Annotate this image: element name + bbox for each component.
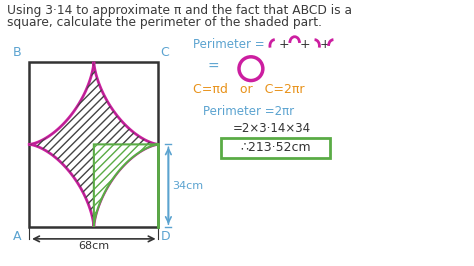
Text: C=πd   or   C=2πr: C=πd or C=2πr	[193, 83, 305, 96]
Bar	[29, 62, 158, 227]
Text: Perimeter =2πr: Perimeter =2πr	[203, 105, 294, 118]
Text: Using 3·14 to approximate π and the fact that ABCD is a: Using 3·14 to approximate π and the fact…	[8, 4, 352, 17]
Text: +: +	[299, 38, 310, 51]
Bar	[221, 138, 330, 158]
Text: B: B	[13, 46, 21, 59]
Text: D: D	[161, 230, 170, 243]
Text: +: +	[319, 38, 330, 51]
Text: 34cm: 34cm	[173, 181, 203, 191]
Text: 68cm: 68cm	[78, 241, 109, 251]
Text: =: =	[207, 60, 219, 74]
Text: A: A	[13, 230, 21, 243]
Polygon shape	[29, 62, 158, 227]
Text: C: C	[161, 46, 169, 59]
Text: ∴213·52cm: ∴213·52cm	[240, 141, 311, 154]
Text: Perimeter =: Perimeter =	[193, 38, 265, 51]
Text: =2×3·14×34: =2×3·14×34	[233, 122, 311, 135]
Text: +: +	[278, 38, 289, 51]
Polygon shape	[94, 144, 158, 227]
Text: square, calculate the perimeter of the shaded part.: square, calculate the perimeter of the s…	[8, 16, 322, 29]
